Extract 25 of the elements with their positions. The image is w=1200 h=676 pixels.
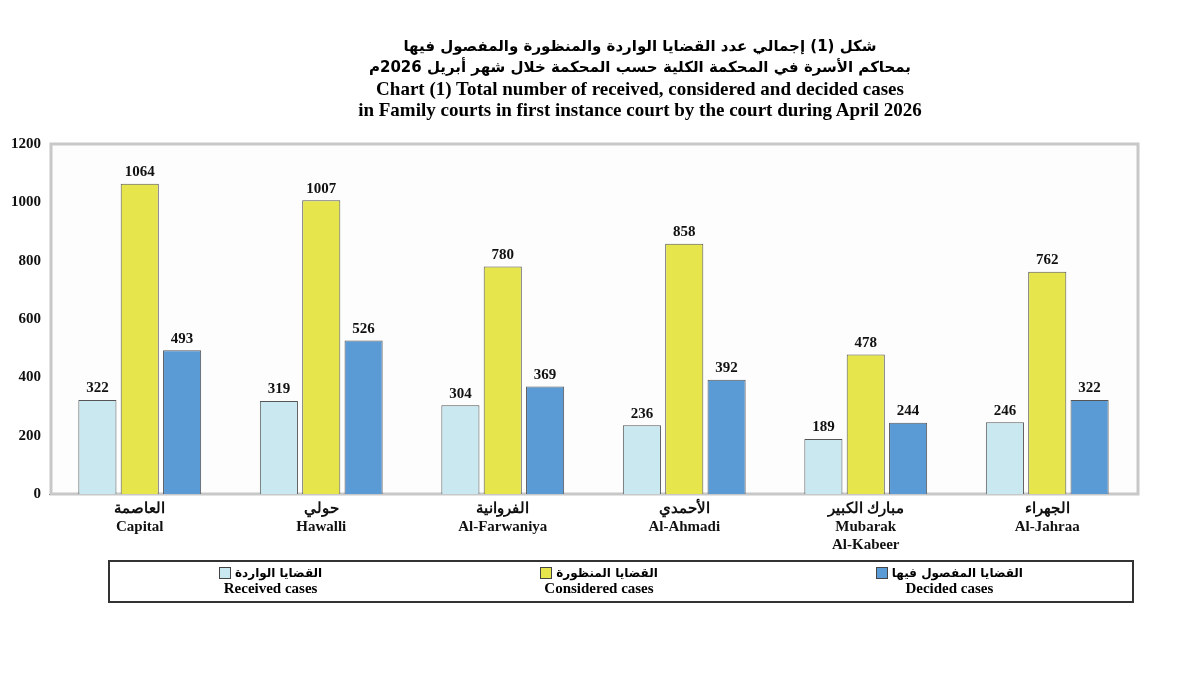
data-label: 369 (533, 365, 557, 382)
data-label: 780 (491, 245, 514, 262)
data-label: 392 (715, 359, 738, 376)
data-label: 246 (993, 401, 1017, 418)
data-label: 304 (449, 384, 473, 401)
y-tick-label: 1000 (11, 193, 41, 210)
y-tick-label: 800 (18, 251, 41, 268)
data-label: 1064 (124, 163, 156, 180)
data-label: 244 (896, 402, 920, 419)
data-label: 322 (86, 379, 109, 396)
data-label: 322 (1078, 379, 1101, 396)
y-tick-label: 1200 (11, 134, 41, 151)
data-label: 1007 (306, 179, 337, 196)
y-tick-label: 600 (18, 309, 41, 326)
data-label: 858 (673, 223, 696, 240)
y-tick-label: 400 (18, 368, 41, 385)
data-label: 526 (352, 319, 376, 336)
data-label: 319 (267, 380, 291, 397)
data-label: 236 (630, 404, 654, 421)
data-label: 189 (812, 418, 835, 435)
y-tick-label: 200 (18, 426, 41, 443)
data-label: 762 (1036, 251, 1059, 268)
data-label: 478 (854, 333, 877, 350)
y-tick-label: 0 (33, 484, 41, 501)
data-label: 493 (170, 329, 194, 346)
